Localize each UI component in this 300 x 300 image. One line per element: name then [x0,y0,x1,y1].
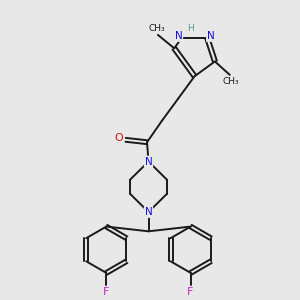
Text: F: F [187,287,193,297]
Text: N: N [145,157,152,166]
Text: O: O [115,133,124,143]
Text: CH₃: CH₃ [149,24,166,33]
Text: H: H [187,24,194,33]
Text: N: N [145,207,152,217]
Text: CH₃: CH₃ [222,77,239,86]
Text: N: N [207,31,214,41]
Text: F: F [103,287,109,297]
Text: N: N [175,31,182,41]
